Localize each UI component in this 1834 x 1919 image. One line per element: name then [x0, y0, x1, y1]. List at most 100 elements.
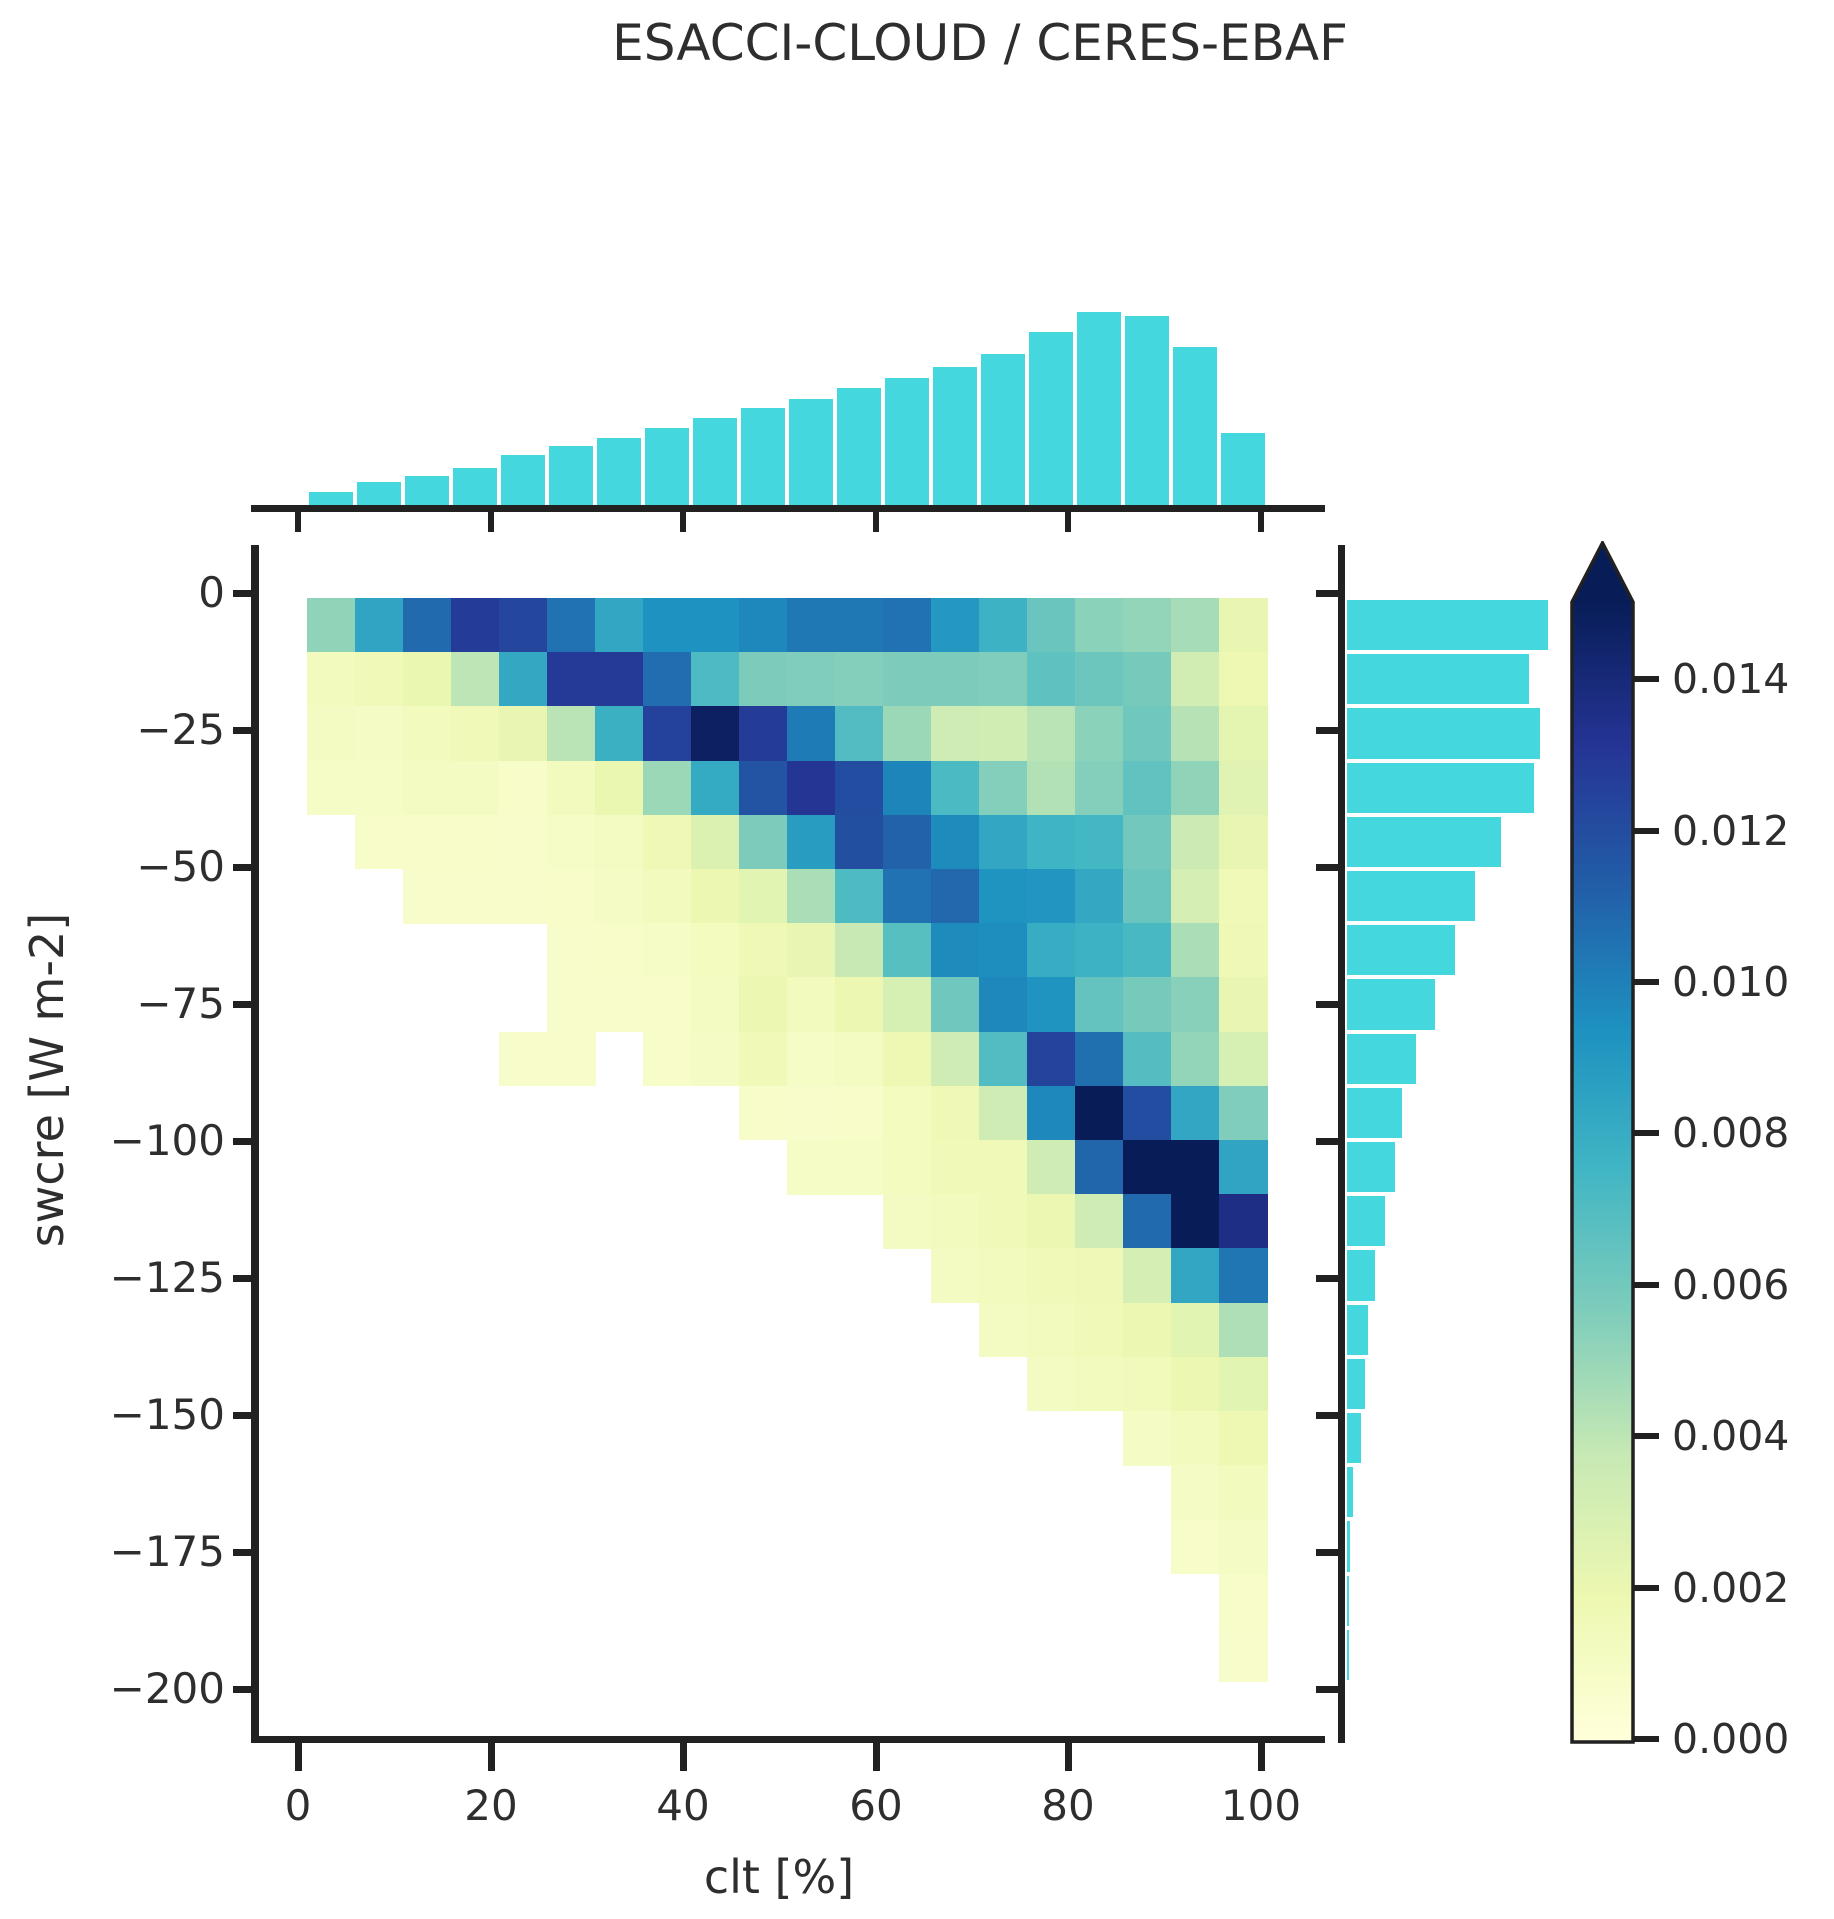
heatmap-cell [307, 652, 356, 707]
heatmap-cell [1027, 977, 1076, 1033]
heatmap-cell [739, 869, 788, 924]
heatmap-cell [451, 652, 500, 707]
heatmap-cell [403, 652, 452, 707]
heatmap-cell [835, 1140, 884, 1195]
heatmap-cell [883, 652, 932, 707]
heatmap-cell [1219, 1411, 1268, 1466]
heatmap-cell [499, 814, 548, 870]
heatmap-cell [835, 598, 884, 653]
heatmap-cell [595, 652, 644, 707]
heatmap-cell [1171, 760, 1220, 816]
x-tick-label: 0 [284, 1781, 312, 1830]
heatmap-cell [1075, 1302, 1124, 1358]
heatmap-cell [931, 1085, 980, 1141]
heatmap-cell [1219, 1031, 1268, 1087]
heatmap-cell [1171, 706, 1220, 762]
heatmap-cell [547, 706, 596, 762]
heatmap-cell [1219, 1627, 1268, 1683]
heatmap-cell [595, 923, 644, 978]
right-marginal-bar [1347, 1142, 1395, 1193]
heatmap-cell [1219, 652, 1268, 707]
heatmap-cell [1075, 869, 1124, 924]
heatmap-cell [1171, 1465, 1220, 1520]
colorbar-tick-label: 0.002 [1672, 1564, 1790, 1612]
y-tick [233, 1686, 251, 1693]
heatmap-cell [1219, 814, 1268, 870]
colorbar-tick-label: 0.012 [1672, 807, 1790, 855]
colorbar-tick [1634, 676, 1659, 682]
heatmap-cell [1219, 1248, 1268, 1304]
heatmap-cell [691, 1031, 740, 1087]
heatmap-cell [691, 869, 740, 924]
y-tick-label: −125 [109, 1253, 225, 1302]
colorbar-tick-label: 0.006 [1672, 1261, 1790, 1309]
right-marginal-bar [1347, 1196, 1385, 1247]
right-marginal-bar [1347, 925, 1455, 976]
right-marginal-bar [1347, 1250, 1375, 1301]
heatmap-cell [1171, 1248, 1220, 1304]
top-marginal-bar [789, 399, 833, 505]
y-tick [233, 1549, 251, 1556]
heatmap-cell [739, 652, 788, 707]
heatmap-cell [835, 1031, 884, 1087]
right-axis-tick [1316, 1001, 1338, 1008]
x-axis-spine [251, 1736, 1325, 1743]
top-axis-spine [251, 505, 1325, 512]
heatmap-cell [1123, 814, 1172, 870]
heatmap-cell [739, 706, 788, 762]
heatmap-cell [643, 923, 692, 978]
heatmap-cell [691, 706, 740, 762]
top-marginal-bar [645, 428, 689, 505]
top-marginal-bar [405, 476, 449, 505]
heatmap-cell [1027, 1356, 1076, 1412]
heatmap-cell [691, 923, 740, 978]
right-marginal-bar [1347, 871, 1475, 922]
heatmap-cell [1075, 1248, 1124, 1304]
heatmap-cell [1123, 923, 1172, 978]
heatmap-cell [307, 760, 356, 816]
y-tick [233, 1412, 251, 1419]
x-tick [873, 1743, 880, 1771]
heatmap-cell [1219, 598, 1268, 653]
right-marginal-bar [1347, 708, 1540, 759]
heatmap-cell [883, 923, 932, 978]
heatmap-cell [547, 977, 596, 1033]
right-marginal-bar [1347, 654, 1529, 705]
heatmap-cell [835, 977, 884, 1033]
right-marginal-bar [1347, 1521, 1350, 1572]
top-marginal-bar [693, 418, 737, 505]
top-marginal-bar [981, 354, 1025, 505]
y-axis-spine [251, 545, 259, 1743]
heatmap-cell [403, 814, 452, 870]
heatmap-cell [883, 977, 932, 1033]
top-x-tick [1258, 512, 1264, 532]
heatmap-cell [1075, 1031, 1124, 1087]
heatmap-cell [787, 977, 836, 1033]
heatmap-cell [787, 598, 836, 653]
y-tick-label: −50 [136, 842, 225, 891]
heatmap-cell [739, 1031, 788, 1087]
heatmap-cell [691, 760, 740, 816]
heatmap-cell [835, 814, 884, 870]
heatmap-cell [1027, 706, 1076, 762]
x-tick [680, 1743, 687, 1771]
heatmap-cell [787, 1085, 836, 1141]
heatmap-cell [835, 706, 884, 762]
heatmap-cell [739, 977, 788, 1033]
heatmap-cell [979, 1302, 1028, 1358]
x-axis-label: clt [%] [703, 1850, 855, 1904]
heatmap-cell [1075, 1356, 1124, 1412]
heatmap-cell [355, 598, 404, 653]
y-tick [233, 864, 251, 871]
heatmap-cell [931, 598, 980, 653]
right-marginal-bar [1347, 816, 1501, 867]
heatmap-cell [1219, 760, 1268, 816]
heatmap-cell [883, 760, 932, 816]
heatmap-cell [1171, 1085, 1220, 1141]
heatmap-cell [931, 869, 980, 924]
heatmap-cell [1171, 1356, 1220, 1412]
heatmap-cell [595, 814, 644, 870]
heatmap-cell [1027, 652, 1076, 707]
heatmap-cell [547, 760, 596, 816]
